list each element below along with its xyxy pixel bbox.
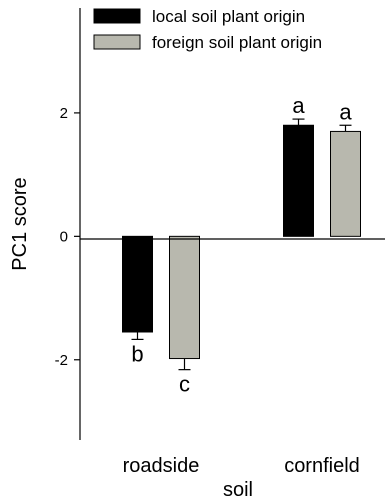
category-label-roadside: roadside — [123, 455, 200, 477]
y-tick-label: 2 — [60, 105, 68, 122]
y-ticks-group: -2 0 2 — [55, 105, 80, 369]
legend: local soil plant origin foreign soil pla… — [93, 7, 322, 52]
y-tick-label: 0 — [60, 228, 68, 245]
x-axis-title: soil — [223, 479, 253, 501]
y-axis-title: PC1 score — [9, 177, 31, 270]
category-label-cornfield: cornfield — [284, 455, 360, 477]
y-tick-label: -2 — [55, 352, 68, 369]
bar-foreign-roadside — [169, 235, 200, 360]
legend-swatch-local — [93, 8, 141, 24]
legend-swatch-foreign — [93, 34, 141, 50]
significance-label-foreign-roadside: c — [179, 372, 190, 397]
significance-label-foreign-cornfield: a — [339, 99, 352, 124]
error-bars-group — [131, 118, 352, 371]
legend-label-local: local soil plant origin — [152, 7, 305, 26]
bar-local-cornfield — [283, 124, 314, 237]
significance-label-local-cornfield: a — [292, 93, 305, 118]
significance-label-local-roadside: b — [131, 341, 143, 366]
legend-label-foreign: foreign soil plant origin — [152, 33, 322, 52]
bar-foreign-cornfield — [330, 130, 361, 237]
bars-group — [122, 124, 361, 360]
significance-labels-group: b a c a — [131, 93, 352, 397]
bar-local-roadside — [122, 235, 153, 333]
